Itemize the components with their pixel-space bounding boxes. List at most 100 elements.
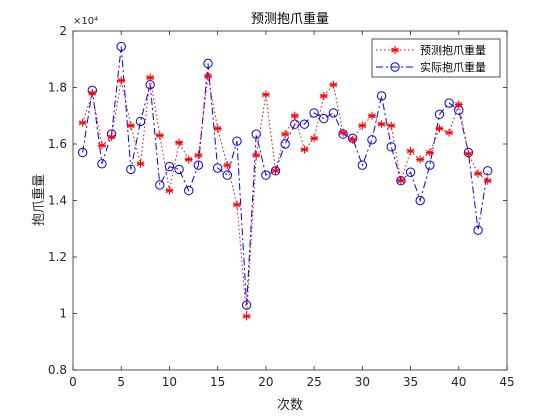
data-point [193,160,204,170]
data-point [165,186,174,195]
data-point [136,159,145,168]
x-tick-label: 10 [162,375,177,389]
y-axis-label: 抱爪重量 [31,174,47,226]
series-line [82,46,489,306]
data-point [261,90,270,99]
y-tick-label: 1.4 [48,194,67,208]
data-point [328,108,339,118]
data-point [252,151,261,160]
data-point [396,176,405,185]
data-point [78,118,87,127]
series-predicted [78,72,492,321]
data-point [146,73,155,82]
data-point [213,124,222,133]
data-point [117,76,126,85]
y-tick-label: 1 [59,307,67,321]
x-tick-label: 20 [258,375,273,389]
data-point [367,111,376,120]
data-point [184,155,193,164]
data-point [222,170,233,180]
legend-entry: 预测抱爪重量 [376,43,486,57]
data-point [241,300,252,310]
data-point [386,142,396,152]
data-point [377,120,386,129]
x-axis: 0 5 10 15 20 25 30 35 40 45 [69,31,515,389]
data-point [184,185,194,196]
legend-label: 预测抱爪重量 [420,43,486,57]
data-point [281,130,290,139]
data-point [300,145,309,154]
data-point [357,160,368,170]
x-tick-label: 30 [355,375,370,389]
data-point [329,80,338,89]
data-point [339,128,348,137]
y-tick-label: 2 [59,24,67,38]
data-point [107,132,116,141]
data-point [444,98,454,108]
data-point [416,155,425,164]
data-point [126,164,136,175]
data-point [97,159,107,169]
plot-background [73,31,507,370]
data-point [270,166,281,176]
x-tick-label: 45 [499,375,514,389]
data-point [310,134,319,143]
data-point [387,121,396,130]
series-layer [77,41,493,321]
data-point [203,58,213,69]
data-point [251,129,261,139]
data-point [280,139,290,149]
data-point [473,225,483,235]
data-point [116,41,126,52]
x-tick-label: 0 [69,375,77,389]
data-point [445,128,454,137]
data-point [174,164,184,175]
data-point [77,147,88,158]
data-point [405,167,416,177]
chart-title: 预测抱爪重量 [251,11,329,27]
data-point [319,113,329,124]
data-point [271,166,280,175]
data-point [406,147,415,156]
legend-marker [391,46,399,54]
data-point [299,119,310,129]
data-point [261,170,271,180]
data-point [483,166,493,176]
x-axis-label: 次数 [277,397,303,413]
x-tick-label: 5 [117,375,125,389]
data-point [309,108,319,118]
data-point [415,195,425,206]
legend-label: 实际抱爪重量 [420,60,486,74]
y-tick-label: 1.6 [48,137,67,151]
x-tick-label: 15 [210,375,225,389]
data-point [483,176,492,185]
data-point [232,200,241,209]
data-point [358,121,367,130]
series-actual [77,41,493,310]
data-point [396,176,406,186]
data-point [155,131,164,140]
data-point [204,72,213,81]
data-point [212,163,223,173]
legend-marker [390,62,400,72]
y-tick-label: 1.8 [48,81,67,95]
x-tick-label: 35 [403,375,418,389]
y-axis: 0.8 1 1.2 1.4 1.6 1.8 2 [48,24,507,377]
x-tick-label: 25 [306,375,321,389]
data-point [194,151,203,160]
data-point [223,161,232,170]
data-point [97,141,106,150]
data-point [464,149,473,158]
data-point [435,124,444,133]
data-point [425,148,434,157]
y-exponent-label: ×10⁴ [73,16,98,27]
data-point [425,160,435,170]
data-point [242,312,251,321]
legend-entry: 实际抱爪重量 [376,60,486,74]
y-tick-label: 0.8 [48,363,67,377]
data-point [135,116,146,127]
data-point [367,135,377,145]
